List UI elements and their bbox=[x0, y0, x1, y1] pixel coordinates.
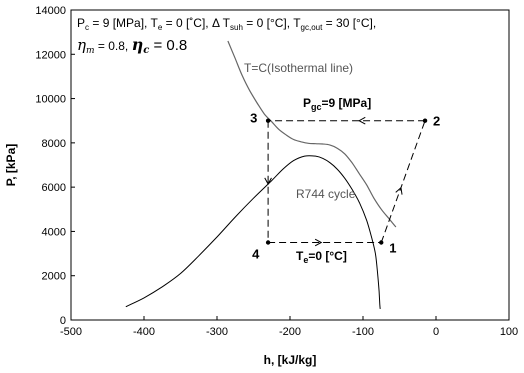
tgc-symbol: T bbox=[293, 16, 301, 30]
y-tick-label: 12000 bbox=[35, 49, 66, 61]
plot-frame bbox=[70, 9, 510, 321]
te-value: = 0 [˚C], Δ bbox=[162, 16, 222, 30]
y-tick-label: 4000 bbox=[42, 226, 66, 238]
cycle-point-label: 4 bbox=[252, 247, 260, 262]
cycle-point-label: 1 bbox=[389, 241, 396, 256]
x-tick-label: -400 bbox=[133, 326, 155, 338]
gas-cooling-arrow bbox=[358, 116, 366, 125]
compression-line bbox=[380, 120, 426, 243]
eta-m-symbol: η bbox=[77, 36, 86, 54]
pgc-value: =9 [MPa] bbox=[322, 96, 372, 110]
cycle-annotation: R744 cycle bbox=[296, 187, 356, 201]
isotherm-line bbox=[227, 40, 397, 228]
x-tick-label: -200 bbox=[279, 326, 301, 338]
r744-cycle bbox=[264, 116, 426, 247]
pgc-subscript: gc bbox=[311, 102, 322, 112]
cycle-point-label: 3 bbox=[250, 111, 257, 126]
tgc-value: = 30 [°C], bbox=[322, 16, 376, 30]
y-tick-label: 10000 bbox=[35, 94, 66, 106]
y-axis-ticks: 0 2000 4000 6000 8000 10000 12000 14000 bbox=[35, 5, 75, 327]
eta-m-value: = 0.8, bbox=[95, 39, 132, 53]
eta-c-value: = 0.8 bbox=[149, 37, 187, 54]
x-axis-ticks: -500 -400 -300 -200 -100 0 100 bbox=[60, 316, 518, 338]
evaporation-arrow bbox=[314, 238, 323, 247]
pc-subscript: c bbox=[85, 23, 89, 32]
te-ann-subscript: e bbox=[303, 255, 308, 265]
header-line-2: ηm = 0.8, ηc = 0.8 bbox=[77, 35, 187, 56]
tsuh-value: = 0 [°C], bbox=[243, 16, 293, 30]
eta-c-symbol: η bbox=[132, 35, 144, 54]
te-ann-symbol: T bbox=[296, 249, 304, 263]
cycle-point-marker bbox=[265, 118, 271, 123]
te-subscript: e bbox=[158, 23, 163, 32]
isotherm-annotation: T=C(Isothermal line) bbox=[244, 61, 353, 75]
x-tick-label: 100 bbox=[500, 326, 518, 338]
cycle-point-label: 2 bbox=[433, 114, 440, 129]
expansion-arrow bbox=[264, 177, 272, 186]
pc-symbol: P bbox=[77, 16, 85, 30]
x-tick-label: -100 bbox=[352, 326, 374, 338]
pgc-annotation: Pgc=9 [MPa] bbox=[303, 96, 371, 112]
y-axis-label: P, [kPa] bbox=[4, 144, 18, 186]
tsuh-symbol: T bbox=[223, 16, 231, 30]
eta-m-subscript: m bbox=[86, 46, 95, 56]
y-tick-label: 8000 bbox=[42, 138, 66, 150]
te-symbol: T bbox=[151, 16, 159, 30]
tsuh-subscript: suh bbox=[230, 23, 243, 32]
pgc-symbol: P bbox=[303, 96, 311, 110]
y-tick-label: 0 bbox=[60, 315, 66, 327]
cycle-points: 1 2 3 4 bbox=[250, 111, 440, 262]
pc-value: = 9 [MPa], bbox=[89, 16, 150, 30]
x-axis-label: h, [kJ/kg] bbox=[264, 353, 317, 367]
y-tick-label: 14000 bbox=[35, 5, 66, 17]
cycle-point-marker bbox=[265, 240, 271, 245]
x-tick-label: -300 bbox=[206, 326, 228, 338]
x-tick-label: -500 bbox=[60, 326, 82, 338]
header-line-1: Pc = 9 [MPa], Te = 0 [˚C], Δ Tsuh = 0 [°… bbox=[77, 16, 376, 32]
compression-arrow bbox=[395, 186, 403, 195]
y-tick-label: 2000 bbox=[42, 271, 66, 283]
tgc-subscript: gc,out bbox=[301, 23, 324, 32]
cycle-point-marker bbox=[422, 118, 428, 123]
te-annotation: Te=0 [°C] bbox=[296, 249, 347, 265]
cycle-point-marker bbox=[379, 240, 384, 245]
eta-c-subscript: c bbox=[143, 45, 149, 56]
saturation-dome-line bbox=[125, 155, 381, 309]
te-ann-value: =0 [°C] bbox=[308, 249, 346, 263]
y-tick-label: 6000 bbox=[42, 182, 66, 194]
x-tick-label: 0 bbox=[433, 326, 439, 338]
